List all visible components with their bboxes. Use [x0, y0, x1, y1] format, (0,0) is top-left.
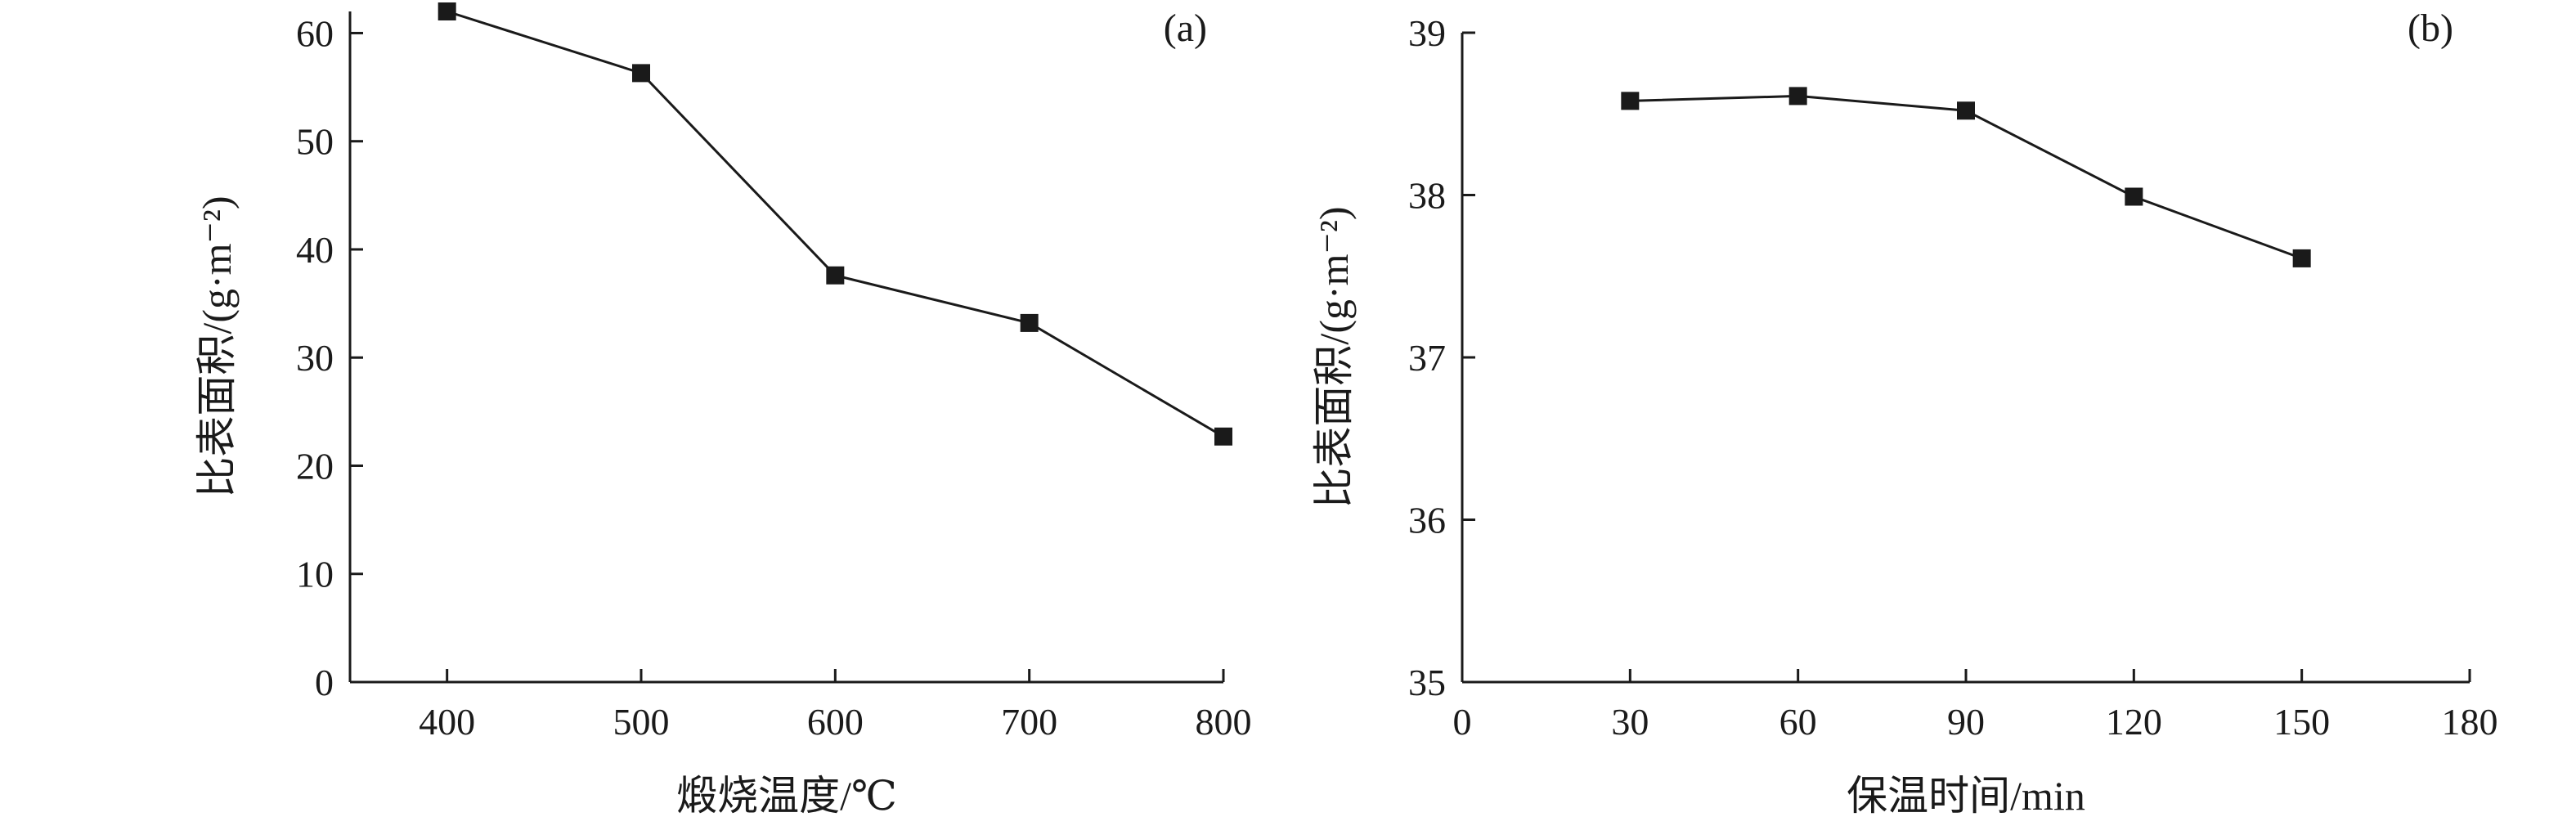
- y-tick-label-b: 38: [1408, 175, 1446, 217]
- y-tick-label-a: 0: [315, 662, 334, 703]
- x-tick-label-b: 30: [1611, 701, 1649, 743]
- data-point-a: [826, 266, 845, 285]
- x-axis-label-b: 保温时间/min: [1847, 773, 2085, 819]
- y-tick-label-b: 35: [1408, 662, 1446, 703]
- x-tick-label-b: 120: [2106, 701, 2162, 743]
- y-axis-label-b: 比表面积/(g·m⁻²): [1311, 206, 1357, 508]
- data-point-a: [1214, 427, 1232, 446]
- data-point-b: [1788, 87, 1807, 105]
- y-tick-label-a: 50: [296, 121, 334, 163]
- x-tick-label-a: 800: [1196, 701, 1252, 743]
- x-tick-label-a: 500: [613, 701, 670, 743]
- y-tick-label-b: 36: [1408, 500, 1446, 541]
- x-tick-label-b: 90: [1947, 701, 1985, 743]
- y-axis-label-a: 比表面积/(g·m⁻²): [194, 195, 240, 497]
- data-point-a: [438, 2, 456, 20]
- chart-panel-b: 0 30 60 90 120 150 180 35 36 37 38 39 保温时间/min 比表面积/(…: [1311, 7, 2498, 819]
- x-tick-label-a: 400: [419, 701, 475, 743]
- data-point-a: [632, 64, 650, 83]
- series-line-b: [1630, 94, 2303, 260]
- y-tick-label-a: 20: [296, 445, 334, 487]
- y-tick-label-a: 40: [296, 229, 334, 271]
- x-tick-label-b: 180: [2442, 701, 2498, 743]
- data-point-b: [2125, 187, 2143, 206]
- series-line-a: [447, 10, 1224, 438]
- x-tick-label-b: 150: [2273, 701, 2330, 743]
- panel-tag-b: (b): [2408, 7, 2453, 50]
- panel-tag-a: (a): [1164, 7, 1207, 50]
- y-tick-label-b: 37: [1408, 337, 1446, 379]
- data-point-b: [1957, 101, 1975, 120]
- y-tick-label-b: 39: [1408, 12, 1446, 54]
- x-tick-label-b: 0: [1453, 701, 1472, 743]
- y-tick-label-a: 60: [296, 12, 334, 54]
- data-point-a: [1020, 313, 1039, 332]
- x-tick-label-b: 60: [1779, 701, 1817, 743]
- y-tick-label-a: 30: [296, 337, 334, 379]
- x-tick-label-a: 600: [807, 701, 864, 743]
- x-axis-label-a: 煅烧温度/℃: [676, 773, 897, 819]
- x-tick-label-a: 700: [1001, 701, 1057, 743]
- y-tick-label-a: 10: [296, 554, 334, 595]
- data-point-b: [1621, 92, 1640, 110]
- data-point-b: [2292, 249, 2311, 267]
- chart-panel-a: 400 500 600 700 800 0 10 20 30 40 50 60 煅烧温度/℃ 比表面积/(…: [194, 2, 1252, 819]
